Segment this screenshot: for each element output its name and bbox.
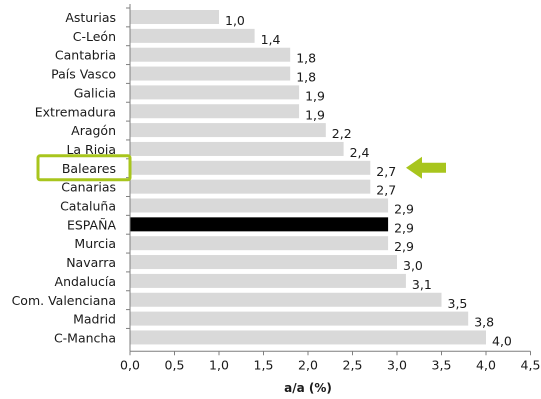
bar-13 [130, 255, 397, 270]
value-label: 1,0 [225, 13, 245, 28]
x-tick-label: 3,5 [432, 357, 452, 372]
category-label: Madrid [73, 312, 116, 327]
x-tick-label: 3,0 [387, 357, 407, 372]
x-axis-title: a/a (%) [284, 381, 332, 395]
value-label: 1,9 [305, 88, 325, 103]
bar-1 [130, 28, 255, 43]
bar-2 [130, 47, 291, 62]
bar-17 [130, 330, 486, 345]
category-label: Navarra [66, 255, 116, 270]
category-label: Asturias [65, 10, 116, 25]
value-label: 3,1 [412, 277, 432, 292]
value-label: 2,7 [376, 183, 396, 198]
x-tick-label: 4,5 [521, 357, 541, 372]
value-label: 1,8 [296, 51, 316, 66]
value-label: 3,8 [474, 315, 494, 330]
annotations-group [36, 154, 446, 182]
category-label: Canarias [61, 180, 116, 195]
value-label: 2,9 [394, 220, 414, 235]
category-label: Com. Valenciana [12, 293, 116, 308]
category-label: C-León [73, 29, 116, 44]
bar-0 [130, 10, 219, 24]
bar-10 [130, 198, 389, 213]
bar-6 [130, 123, 326, 138]
bar-16 [130, 311, 469, 326]
value-label: 1,4 [261, 32, 281, 47]
value-label: 2,9 [394, 239, 414, 254]
x-axis: 0,0 0,5 1,0 1,5 2,0 2,5 3,0 3,5 4,0 4,5 [120, 4, 540, 372]
category-label: Extremadura [35, 104, 116, 119]
category-label: La Rioja [66, 142, 116, 157]
value-label: 3,5 [448, 296, 468, 311]
arrow-left-icon [406, 156, 446, 179]
bar-4 [130, 85, 300, 100]
bar-8 [130, 160, 371, 175]
value-label: 2,9 [394, 202, 414, 217]
category-label: Andalucía [55, 274, 116, 289]
category-label: ESPAÑA [67, 217, 116, 232]
x-tick-label: 4,0 [476, 357, 496, 372]
x-tick-label: 1,5 [254, 357, 274, 372]
category-label: Aragón [71, 123, 116, 138]
value-label: 2,4 [350, 145, 370, 160]
value-label: 3,0 [403, 258, 423, 273]
category-label: País Vasco [51, 67, 116, 82]
x-tick-label: 2,5 [343, 357, 363, 372]
value-label: 1,8 [296, 70, 316, 85]
value-label: 2,7 [376, 164, 396, 179]
bar-14 [130, 273, 406, 288]
category-label: C-Mancha [54, 330, 116, 345]
x-tick-label: 0,5 [165, 357, 185, 372]
value-label: 1,9 [305, 107, 325, 122]
highlight-box [36, 154, 132, 182]
bar-12 [130, 236, 389, 251]
category-labels-group: Asturias C-León Cantabria País Vasco Galicia… [12, 10, 117, 345]
value-label: 4,0 [492, 333, 512, 348]
bar-7 [130, 141, 344, 156]
bar-9 [130, 179, 371, 194]
x-tick-label: 2,0 [298, 357, 318, 372]
category-label: Baleares [62, 161, 116, 176]
bars-group [130, 10, 486, 345]
bar-5 [130, 104, 300, 119]
category-label: Galicia [74, 85, 116, 100]
value-label: 2,2 [332, 126, 352, 141]
category-label: Cantabria [55, 48, 116, 63]
x-tick-label: 0,0 [120, 357, 140, 372]
bar-15 [130, 292, 442, 307]
bar-3 [130, 66, 291, 81]
x-tick-label: 1,0 [209, 357, 229, 372]
category-label: Murcia [74, 236, 116, 251]
category-label: Cataluña [60, 199, 116, 214]
value-labels-group: 1,0 1,4 1,8 1,8 1,9 1,9 2,2 2,4 2,7 2,7 2,9 2,9 2,9 3… [225, 13, 512, 348]
bar-11 [130, 217, 389, 232]
